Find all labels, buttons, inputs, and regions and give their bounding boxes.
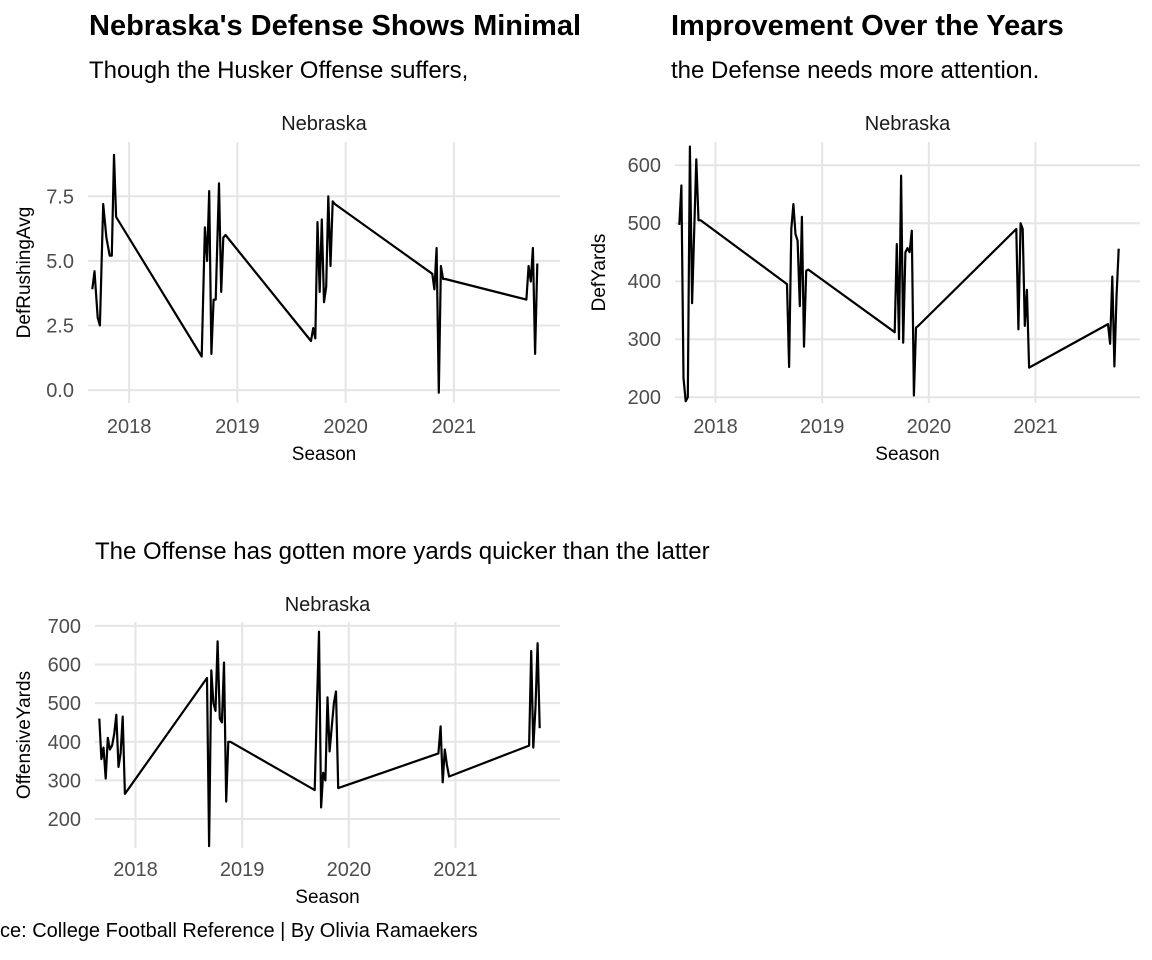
y-tick-label: 500	[48, 693, 81, 715]
series-line	[91, 153, 539, 394]
x-tick-label: 2021	[1013, 416, 1058, 438]
y-tick-label: 200	[628, 387, 661, 409]
chart-panel-1: 2018 2019 2020 2021 0.0 2.5 5.0 7.5 Nebraska Seas…	[14, 113, 560, 465]
page-title-left: Nebraska's Defense Shows Minimal	[89, 10, 582, 42]
page-subtitle-right: the Defense needs more attention.	[671, 57, 1040, 84]
x-tick-label: 2019	[220, 859, 265, 881]
chart-panel-3: 2018 2019 2020 2021 200 300 400 500 600 700 Nebras…	[14, 594, 560, 908]
source-caption: ce: College Football Reference | By Oliv…	[0, 920, 478, 942]
series-line	[98, 630, 541, 848]
bottom-chart-subtitle: The Offense has gotten more yards quicke…	[95, 538, 710, 565]
facet-strip-label: Nebraska	[281, 113, 367, 135]
y-tick-label: 400	[628, 271, 661, 293]
facet-strip-label: Nebraska	[865, 113, 951, 135]
y-tick-label: 2.5	[46, 315, 74, 337]
x-tick-label: 2019	[800, 416, 845, 438]
chart-panel-2: 2018 2019 2020 2021 200 300 400 500 600 Nebraska S…	[589, 113, 1140, 465]
y-tick-label: 400	[48, 732, 81, 754]
y-tick-label: 300	[628, 329, 661, 351]
y-axis-title: DefYards	[589, 234, 610, 312]
y-tick-label: 500	[628, 213, 661, 235]
y-tick-label: 600	[628, 155, 661, 177]
x-tick-label: 2019	[215, 416, 260, 438]
page-subtitle-left: Though the Husker Offense suffers,	[89, 57, 469, 84]
x-tick-label: 2021	[432, 416, 477, 438]
x-tick-label: 2020	[327, 859, 372, 881]
x-tick-label: 2020	[907, 416, 952, 438]
y-tick-label: 200	[48, 809, 81, 831]
y-axis-title: OffensiveYards	[14, 671, 35, 799]
y-tick-label: 0.0	[46, 380, 74, 402]
x-tick-label: 2018	[693, 416, 738, 438]
x-tick-label: 2021	[433, 859, 478, 881]
facet-strip-label: Nebraska	[285, 594, 371, 616]
y-tick-label: 300	[48, 770, 81, 792]
x-axis-title: Season	[292, 444, 356, 465]
y-tick-label: 600	[48, 654, 81, 676]
x-axis-title: Season	[295, 887, 359, 908]
page-title-right: Improvement Over the Years	[671, 10, 1064, 42]
y-tick-label: 700	[48, 616, 81, 638]
series-line	[678, 145, 1120, 403]
y-axis-title: DefRushingAvg	[14, 207, 35, 339]
x-axis-title: Season	[875, 444, 939, 465]
x-tick-label: 2018	[107, 416, 152, 438]
y-tick-label: 5.0	[46, 251, 74, 273]
y-tick-label: 7.5	[46, 186, 74, 208]
x-tick-label: 2020	[323, 416, 368, 438]
x-tick-label: 2018	[113, 859, 158, 881]
